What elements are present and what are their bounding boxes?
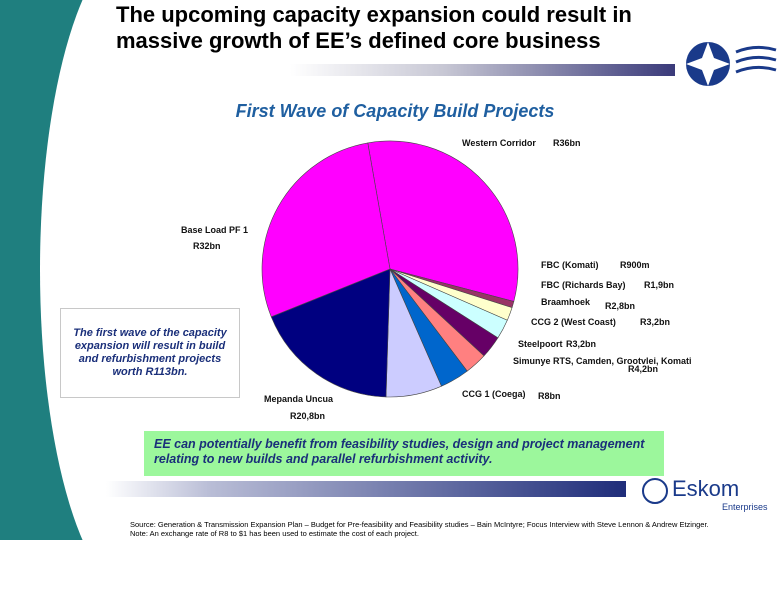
slice-name-label-3: Braamhoek — [541, 297, 591, 307]
summary-callout-text: The first wave of the capacity expansion… — [73, 327, 227, 378]
pie-slice-0 — [367, 140, 519, 302]
pie-chart: Western Corridor R36bn FBC (Komati) R900m FB… — [181, 138, 692, 421]
eskom-logo: Eskom Enterprises — [640, 474, 780, 514]
footer-bar — [106, 481, 626, 497]
slice-value-label-6: R4,2bn — [628, 364, 658, 374]
source-line-1: Source: Generation & Transmission Expans… — [130, 520, 709, 529]
slice-value-label-8: R20,8bn — [290, 411, 325, 421]
source-line-2: Note: An exchange rate of R8 to $1 has b… — [130, 529, 419, 538]
eskom-mark-icon — [642, 478, 668, 504]
eskom-subtitle: Enterprises — [722, 502, 768, 512]
chart-title: First Wave of Capacity Build Projects — [235, 101, 555, 121]
slice-name-label-2: FBC (Richards Bay) — [541, 280, 626, 290]
slice-name-label-0: Western Corridor — [462, 138, 536, 148]
summary-callout: The first wave of the capacity expansion… — [60, 308, 240, 398]
benefit-note: EE can potentially benefit from feasibil… — [144, 431, 664, 476]
slice-value-label-3: R2,8bn — [605, 301, 635, 311]
slice-value-label-4: R3,2bn — [640, 317, 670, 327]
left-decorative-band — [0, 0, 240, 600]
pie-slice-8 — [270, 268, 391, 398]
slice-name-label-6: Simunye RTS, Camden, Grootvlei, Komati — [513, 356, 692, 366]
slice-value-label-1: R900m — [620, 260, 650, 270]
slice-name-label-5: Steelpoort — [518, 339, 563, 349]
slice-name-label-9: Base Load PF 1 — [181, 225, 248, 235]
slice-value-label-2: R1,9bn — [644, 280, 674, 290]
title-underline — [290, 64, 675, 76]
slice-value-label-9: R32bn — [193, 241, 221, 251]
slice-value-label-0: R36bn — [553, 138, 581, 148]
pie-slice-9 — [261, 142, 391, 318]
slice-name-label-7: CCG 1 (Coega) — [462, 389, 526, 399]
slice-name-label-8: Mepanda Uncua — [264, 394, 334, 404]
company-logo — [680, 28, 780, 100]
slice-name-label-1: FBC (Komati) — [541, 260, 599, 270]
eskom-wordmark: Eskom — [672, 476, 740, 501]
slice-value-label-7: R8bn — [538, 391, 561, 401]
slice-name-label-4: CCG 2 (West Coast) — [531, 317, 616, 327]
slice-value-label-5: R3,2bn — [566, 339, 596, 349]
slide-title: The upcoming capacity expansion could re… — [116, 2, 632, 53]
source-note: Source: Generation & Transmission Expans… — [130, 520, 780, 538]
